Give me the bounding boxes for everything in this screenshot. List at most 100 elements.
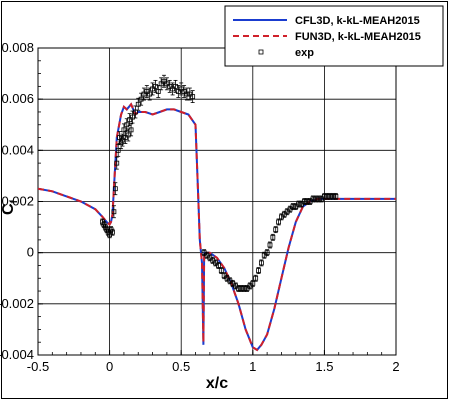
exp-data-point (204, 252, 210, 258)
legend-label: FUN3D, k-kL-MEAH2015 (295, 31, 421, 43)
exp-data-point (241, 286, 247, 291)
exp-data-point (124, 122, 130, 128)
exp-data-point (238, 286, 244, 291)
exp-data-point (201, 250, 207, 256)
exp-data-point (324, 193, 330, 199)
exp-data-point (216, 263, 221, 268)
grid-layer (37, 47, 397, 356)
legend-marker-exp (258, 49, 264, 55)
exp-data-point (114, 160, 120, 166)
exp-data-point (210, 257, 216, 263)
exp-data-point (250, 280, 256, 286)
exp-data-point (120, 137, 125, 143)
exp-data-point (287, 206, 293, 212)
exp-data-point (110, 229, 115, 235)
exp-data-point (310, 196, 316, 202)
exp-data-point (258, 260, 264, 266)
x-tick-label: 1.5 (315, 359, 333, 374)
exp-data-point (117, 135, 123, 140)
exp-data-point (267, 242, 273, 248)
exp-data-point (178, 86, 184, 92)
exp-data-point (167, 83, 173, 89)
y-tick-label: 0.004 (1, 142, 34, 157)
exp-markers (100, 74, 339, 292)
exp-data-point (296, 201, 302, 207)
exp-data-point (118, 140, 124, 146)
exp-data-point (128, 127, 134, 133)
exp-data-point (135, 101, 141, 107)
exp-data-point (190, 94, 196, 100)
exp-data-point (101, 222, 107, 227)
exp-data-point (111, 209, 117, 215)
exp-data-point (144, 89, 150, 94)
y-tick-label: 0.006 (1, 91, 34, 106)
legend-label: CFL3D, k-kL-MEAH2015 (295, 15, 420, 27)
exp-data-point (150, 86, 155, 92)
exp-data-point (276, 219, 281, 225)
y-tick-label: 0 (27, 245, 34, 260)
exp-data-point (224, 275, 230, 281)
x-axis-title: x/c (206, 375, 228, 392)
exp-data-point (112, 186, 118, 192)
exp-data-point (304, 199, 310, 204)
exp-data-point (264, 250, 270, 256)
exp-data-point (108, 227, 114, 233)
exp-data-point (147, 91, 153, 97)
exp-data-point (132, 109, 138, 115)
exp-data-point (125, 132, 131, 138)
exp-data-point (218, 268, 224, 273)
exp-data-point (230, 280, 236, 286)
exp-data-point (122, 135, 128, 140)
y-tick-label: -0.002 (0, 296, 34, 311)
exp-data-point (244, 286, 250, 291)
y-tick-label: 0.002 (1, 194, 34, 209)
y-axis-title-main: C (0, 203, 17, 215)
exp-data-point (141, 91, 147, 97)
exp-data-point (327, 193, 333, 199)
exp-data-point (161, 78, 167, 84)
exp-data-point (127, 117, 133, 123)
exp-data-point (247, 283, 253, 289)
exp-data-point (313, 196, 319, 202)
exp-data-point (236, 286, 241, 291)
exp-data-point (290, 204, 296, 210)
exp-data-point (301, 199, 307, 204)
exp-data-point (184, 91, 190, 97)
exp-data-point (173, 83, 178, 89)
exp-data-point (130, 114, 135, 120)
exp-data-point (256, 268, 261, 273)
exp-data-point (281, 211, 287, 217)
exp-data-point (333, 193, 339, 199)
exp-data-point (102, 224, 108, 230)
exp-data-point (273, 227, 279, 233)
x-tick-label: 1 (249, 359, 256, 374)
exp-data-point (319, 196, 324, 202)
x-tick-label: -0.5 (27, 359, 49, 374)
exp-data-point (261, 252, 267, 258)
exp-data-point (213, 260, 218, 266)
exp-data-point (253, 275, 259, 281)
exp-data-point (181, 89, 187, 94)
exp-data-point (100, 219, 105, 225)
exp-data-point (233, 283, 239, 289)
y-axis-title-subscript: f (9, 199, 20, 203)
axis-ticks: -0.5 0 0.5 1 1.5 2 -0.004 -0.002 0 0.002 0.004 0.00… (0, 40, 400, 374)
y-tick-label: 0.008 (1, 40, 34, 55)
exp-data-point (115, 147, 121, 153)
series-layer (38, 74, 396, 352)
fun3d-series-line (38, 102, 396, 352)
exp-data-point (307, 199, 313, 204)
exp-data-point (175, 89, 181, 94)
legend-box (224, 5, 444, 67)
cfl3d-series-line (38, 102, 396, 352)
exp-data-point (221, 273, 227, 279)
exp-data-point (279, 214, 284, 220)
exp-data-point (170, 86, 176, 92)
exp-data-point (227, 278, 233, 284)
exp-data-point (153, 83, 158, 89)
exp-data-point (187, 91, 193, 97)
x-tick-label: 2 (392, 359, 399, 374)
legend-label: exp (295, 47, 314, 59)
